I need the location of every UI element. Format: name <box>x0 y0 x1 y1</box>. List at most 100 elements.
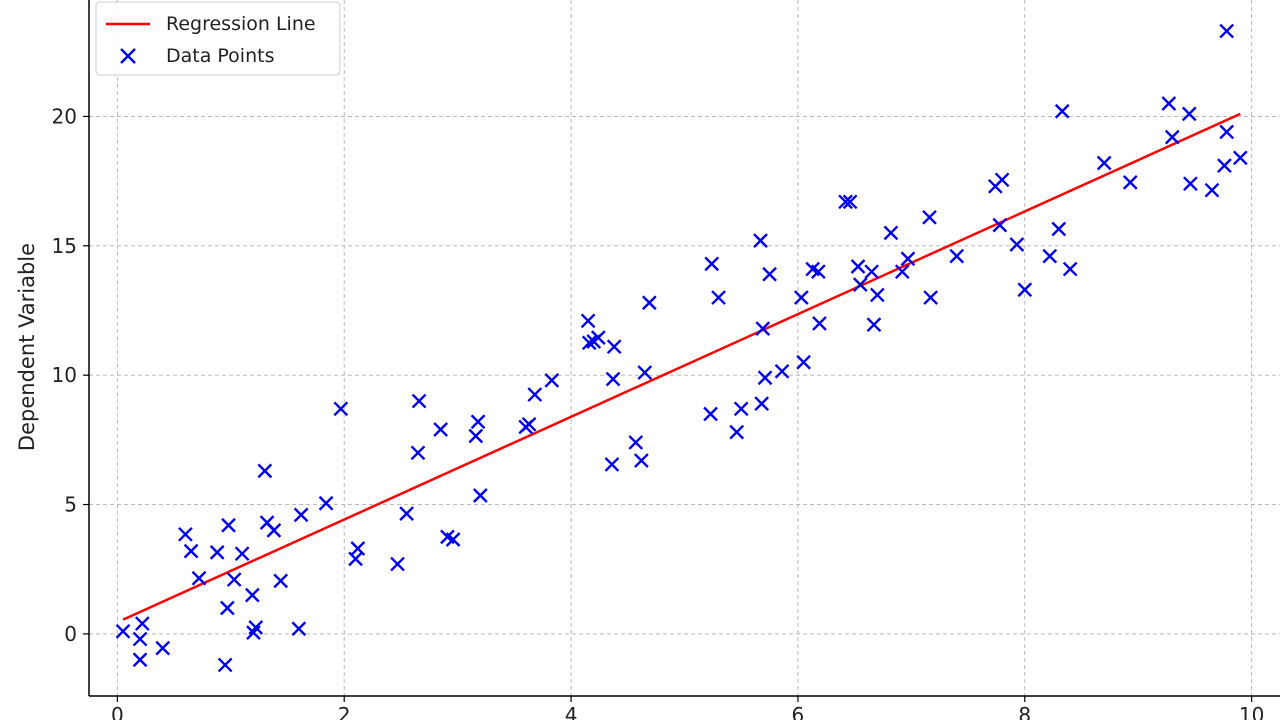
x-tick-label-0: 0 <box>111 703 124 720</box>
data-point-78 <box>923 211 936 224</box>
data-point-49 <box>635 454 648 467</box>
data-point-20 <box>274 574 287 587</box>
data-point-87 <box>1052 222 1065 235</box>
data-point-90 <box>1098 157 1111 170</box>
data-point-39 <box>528 388 541 401</box>
data-point-8 <box>211 546 224 559</box>
y-tick-label-1: 5 <box>64 493 77 517</box>
data-point-100 <box>1234 151 1247 164</box>
data-point-96 <box>1205 184 1218 197</box>
data-point-26 <box>351 542 364 555</box>
data-point-94 <box>1183 107 1196 120</box>
data-point-73 <box>867 318 880 331</box>
data-point-55 <box>730 426 743 439</box>
data-point-27 <box>391 558 404 571</box>
data-point-48 <box>629 436 642 449</box>
data-point-11 <box>222 519 235 532</box>
x-tick-label-3: 6 <box>792 703 805 720</box>
data-point-64 <box>797 356 810 369</box>
data-point-99 <box>1220 25 1233 38</box>
data-point-1 <box>134 633 147 646</box>
data-point-4 <box>156 642 169 655</box>
data-point-7 <box>193 572 206 585</box>
data-point-23 <box>320 497 333 510</box>
data-point-2 <box>134 653 147 666</box>
y-axis-label: Dependent Variable <box>15 243 39 451</box>
data-point-62 <box>776 365 789 378</box>
data-point-9 <box>219 658 232 671</box>
data-point-35 <box>472 415 485 428</box>
legend-entry-regression-line: Regression Line <box>166 13 316 35</box>
data-point-88 <box>1056 105 1069 118</box>
data-point-56 <box>735 402 748 415</box>
data-point-61 <box>763 268 776 281</box>
regression-line-layer <box>123 114 1240 620</box>
data-point-93 <box>1166 131 1179 144</box>
data-point-3 <box>136 617 149 630</box>
data-point-54 <box>712 291 725 304</box>
data-point-80 <box>950 250 963 263</box>
y-tick-label-0: 0 <box>64 622 77 646</box>
data-point-28 <box>400 507 413 520</box>
tick-labels: 0 2 4 6 8 10 0 5 10 15 20 <box>52 104 1265 720</box>
data-point-92 <box>1162 97 1175 110</box>
data-point-19 <box>267 524 280 537</box>
legend-entry-data-points: Data Points <box>166 45 274 67</box>
data-point-34 <box>469 429 482 442</box>
data-point-53 <box>705 257 718 270</box>
data-point-0 <box>117 625 130 638</box>
data-point-72 <box>865 265 878 278</box>
data-point-46 <box>607 373 620 386</box>
grid-lines <box>89 0 1280 696</box>
data-points-layer <box>117 25 1247 672</box>
data-point-83 <box>996 173 1009 186</box>
y-tick-label-2: 10 <box>52 363 77 387</box>
x-tick-label-5: 10 <box>1239 703 1264 720</box>
data-point-97 <box>1218 159 1231 172</box>
data-point-57 <box>754 234 767 247</box>
data-point-63 <box>795 291 808 304</box>
data-point-40 <box>545 374 558 387</box>
data-point-12 <box>228 573 241 586</box>
data-point-98 <box>1220 125 1233 138</box>
data-point-60 <box>759 371 772 384</box>
data-point-70 <box>852 260 865 273</box>
data-point-41 <box>582 314 595 327</box>
data-point-29 <box>411 446 424 459</box>
data-point-58 <box>755 397 768 410</box>
data-point-79 <box>924 291 937 304</box>
y-tick-label-3: 15 <box>52 234 77 258</box>
data-point-14 <box>246 589 259 602</box>
data-point-24 <box>334 402 347 415</box>
x-tick-label-2: 4 <box>565 703 578 720</box>
data-point-75 <box>884 226 897 239</box>
legend: Regression Line Data Points <box>96 2 340 75</box>
data-point-86 <box>1043 250 1056 263</box>
axes <box>83 0 1280 702</box>
data-point-17 <box>258 464 271 477</box>
data-point-22 <box>295 508 308 521</box>
data-point-50 <box>638 366 651 379</box>
data-point-5 <box>179 528 192 541</box>
data-point-84 <box>1010 238 1023 251</box>
data-point-13 <box>236 547 249 560</box>
data-point-74 <box>871 288 884 301</box>
data-point-51 <box>643 296 656 309</box>
x-tick-label-4: 8 <box>1018 703 1031 720</box>
x-tick-label-1: 2 <box>338 703 351 720</box>
data-point-47 <box>608 340 621 353</box>
y-tick-label-4: 20 <box>52 104 77 128</box>
data-point-6 <box>185 545 198 558</box>
data-point-10 <box>221 602 234 615</box>
data-point-89 <box>1064 263 1077 276</box>
data-point-91 <box>1124 176 1137 189</box>
data-point-95 <box>1184 177 1197 190</box>
data-point-67 <box>813 317 826 330</box>
data-point-36 <box>474 489 487 502</box>
data-point-52 <box>704 407 717 420</box>
regression-line <box>123 114 1240 620</box>
data-point-45 <box>605 458 618 471</box>
data-point-30 <box>413 395 426 408</box>
data-point-21 <box>292 622 305 635</box>
